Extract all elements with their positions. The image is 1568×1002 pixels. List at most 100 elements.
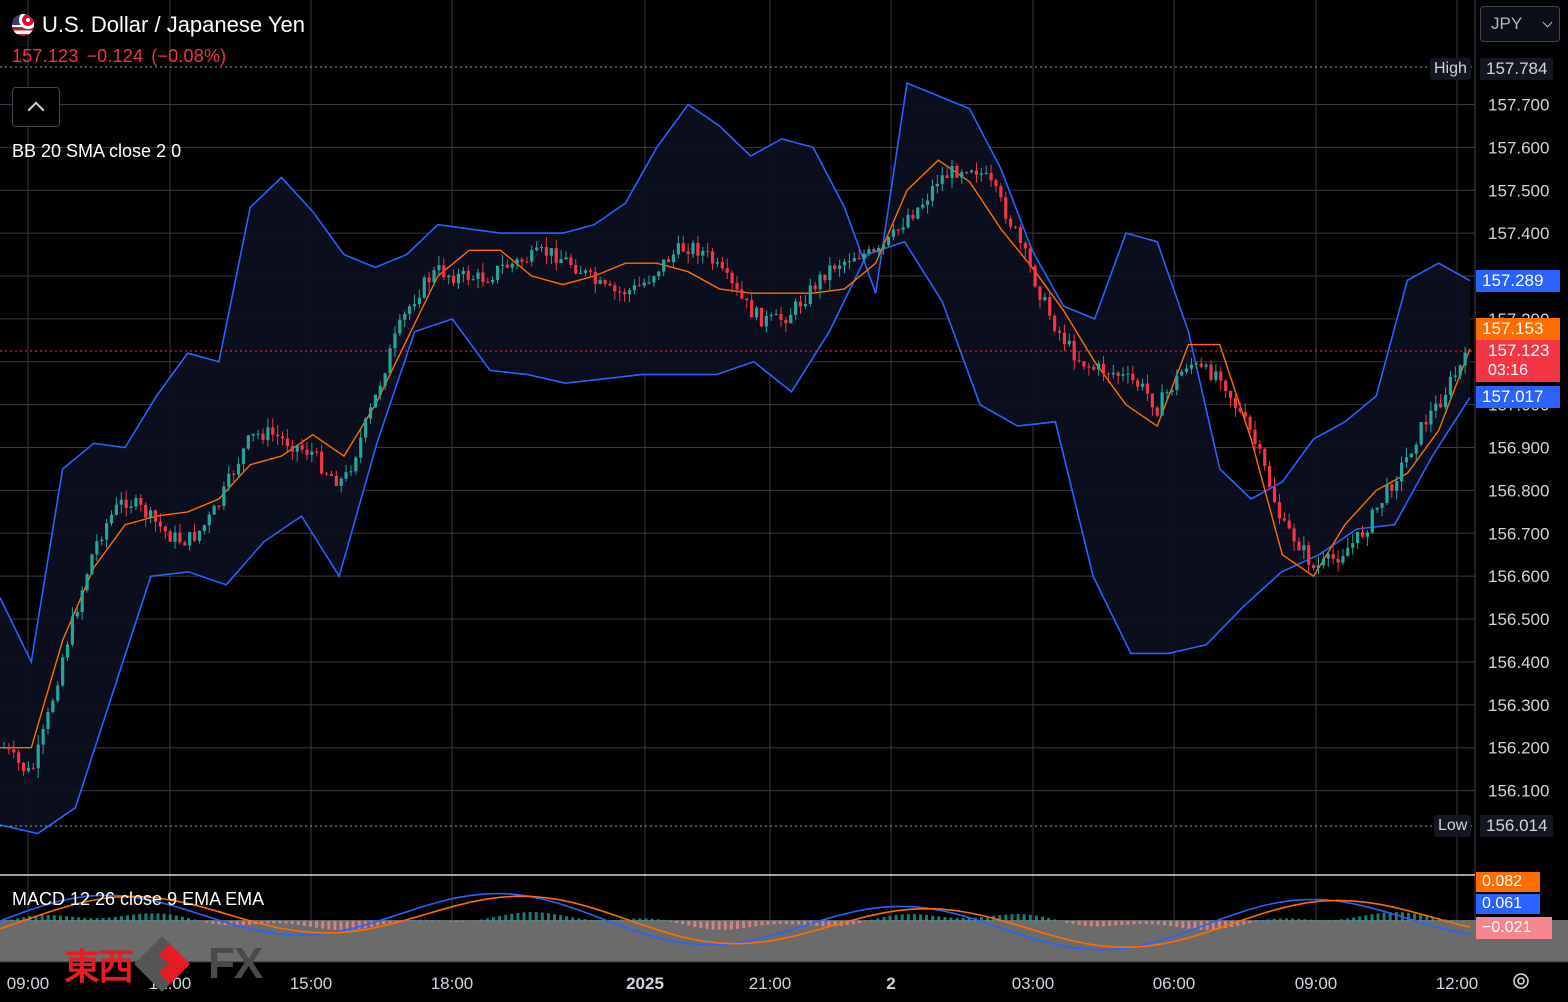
bb-upper-line — [0, 81, 1471, 665]
candle-body — [192, 532, 197, 541]
collapse-legend-button[interactable] — [12, 87, 60, 127]
candle-body — [1140, 383, 1145, 387]
macd-histogram-bar — [248, 921, 251, 925]
macd-histogram-bar — [559, 915, 563, 922]
candle-body — [657, 271, 661, 277]
candle-body — [1004, 197, 1008, 219]
candle-body — [417, 297, 421, 305]
price-axis-labels: 157.700157.600157.500157.400157.300157.2… — [1488, 96, 1549, 801]
macd-histogram-bar — [1016, 914, 1020, 922]
macd-histogram-bar — [1004, 914, 1008, 922]
candle-body — [1053, 315, 1057, 331]
candle-body — [1360, 531, 1365, 537]
candle-body — [437, 265, 441, 271]
candle-body — [368, 407, 373, 419]
bb-upper-tag: 157.289 — [1476, 270, 1560, 292]
macd-histogram-bar — [1163, 921, 1166, 926]
macd-histogram-bar — [1224, 921, 1227, 929]
currency-select[interactable]: JPY — [1480, 6, 1560, 42]
candle-body — [1375, 507, 1379, 510]
macd-histogram-bar — [1297, 918, 1301, 922]
candle-body — [725, 268, 729, 273]
candle-body — [1321, 558, 1325, 566]
macd-histogram-bar — [1266, 919, 1270, 922]
macd-histogram-bar — [742, 921, 746, 929]
macd-histogram-bar — [803, 921, 807, 926]
candle-body — [1199, 363, 1203, 367]
bollinger-legend[interactable]: BB 20 SMA close 2 0 — [12, 141, 182, 161]
candle-body — [618, 291, 622, 293]
time-tick-label: 09:00 — [7, 974, 50, 993]
candle-body — [1155, 407, 1159, 416]
candle-body — [1268, 466, 1272, 487]
candle-body — [779, 314, 783, 320]
candle-body — [549, 248, 553, 256]
price-tick-label: 156.900 — [1488, 439, 1549, 458]
time-tick-label: 15:00 — [290, 974, 333, 993]
candle-body — [491, 279, 495, 283]
candle-body — [798, 301, 803, 307]
candle-body — [456, 274, 461, 284]
macd-histogram-bar — [357, 921, 361, 930]
macd-histogram-bar — [22, 916, 26, 922]
last-price: 157.123 — [12, 46, 79, 66]
macd-histogram-bar — [1175, 921, 1179, 927]
macd-signal-tag: −0.021 — [1476, 917, 1552, 939]
candle-body — [1170, 389, 1174, 393]
candle-body — [134, 498, 138, 507]
macd-histogram-bar — [309, 921, 312, 927]
candle-body — [1180, 371, 1184, 376]
macd-histogram-bar — [565, 916, 569, 922]
candlestick-series — [2, 159, 1467, 779]
macd-histogram-bar — [668, 921, 672, 922]
macd-histogram-bar — [620, 919, 624, 922]
macd-histogram-bar — [1089, 921, 1093, 927]
candle-body — [1209, 364, 1213, 380]
settings-gear-icon[interactable] — [1510, 970, 1532, 992]
time-axis-bg — [0, 962, 1568, 1002]
candle-body — [1414, 444, 1418, 454]
macd-histogram-bar — [16, 918, 20, 922]
macd-histogram-bar — [1120, 921, 1124, 926]
candle-body — [168, 531, 172, 542]
macd-histogram-bar — [723, 921, 727, 930]
macd-histogram-bar — [1248, 921, 1252, 924]
candle-body — [266, 427, 270, 440]
macd-histogram-bar — [150, 913, 154, 922]
candle-body — [960, 172, 964, 178]
candle-body — [745, 298, 749, 301]
candle-body — [886, 236, 891, 246]
macd-histogram-bar — [1065, 921, 1069, 923]
macd-histogram-bar — [485, 918, 489, 922]
bollinger-band-fill — [0, 83, 1470, 834]
macd-histogram-bar — [1211, 921, 1215, 930]
candle-body — [236, 463, 241, 475]
macd-histogram-bar — [424, 919, 428, 922]
candle-body — [564, 257, 568, 260]
candle-body — [334, 475, 338, 486]
candle-body — [339, 478, 343, 486]
candle-body — [422, 277, 426, 298]
candle-body — [1419, 421, 1423, 445]
macd-histogram-bar — [729, 921, 733, 930]
macd-histogram-bar — [949, 917, 953, 922]
macd-histogram-bar — [1144, 921, 1148, 924]
candle-body — [129, 506, 133, 508]
macd-histogram-bar — [967, 917, 971, 922]
macd-histogram-bar — [156, 913, 160, 922]
macd-histogram-bar — [1047, 917, 1051, 922]
candle-body — [1023, 243, 1027, 249]
macd-histogram-bar — [418, 919, 422, 922]
macd-histogram-bar — [52, 915, 56, 922]
price-tick-label: 157.700 — [1488, 96, 1549, 115]
candle-body — [715, 262, 720, 264]
candle-body — [525, 261, 529, 263]
candle-body — [447, 275, 451, 278]
macd-legend[interactable]: MACD 12 26 close 9 EMA EMA — [12, 889, 265, 909]
candle-body — [647, 282, 651, 284]
candle-body — [1458, 365, 1462, 376]
macd-histogram-bar — [900, 914, 904, 922]
macd-histogram-bar — [187, 918, 190, 922]
candle-body — [862, 253, 866, 259]
